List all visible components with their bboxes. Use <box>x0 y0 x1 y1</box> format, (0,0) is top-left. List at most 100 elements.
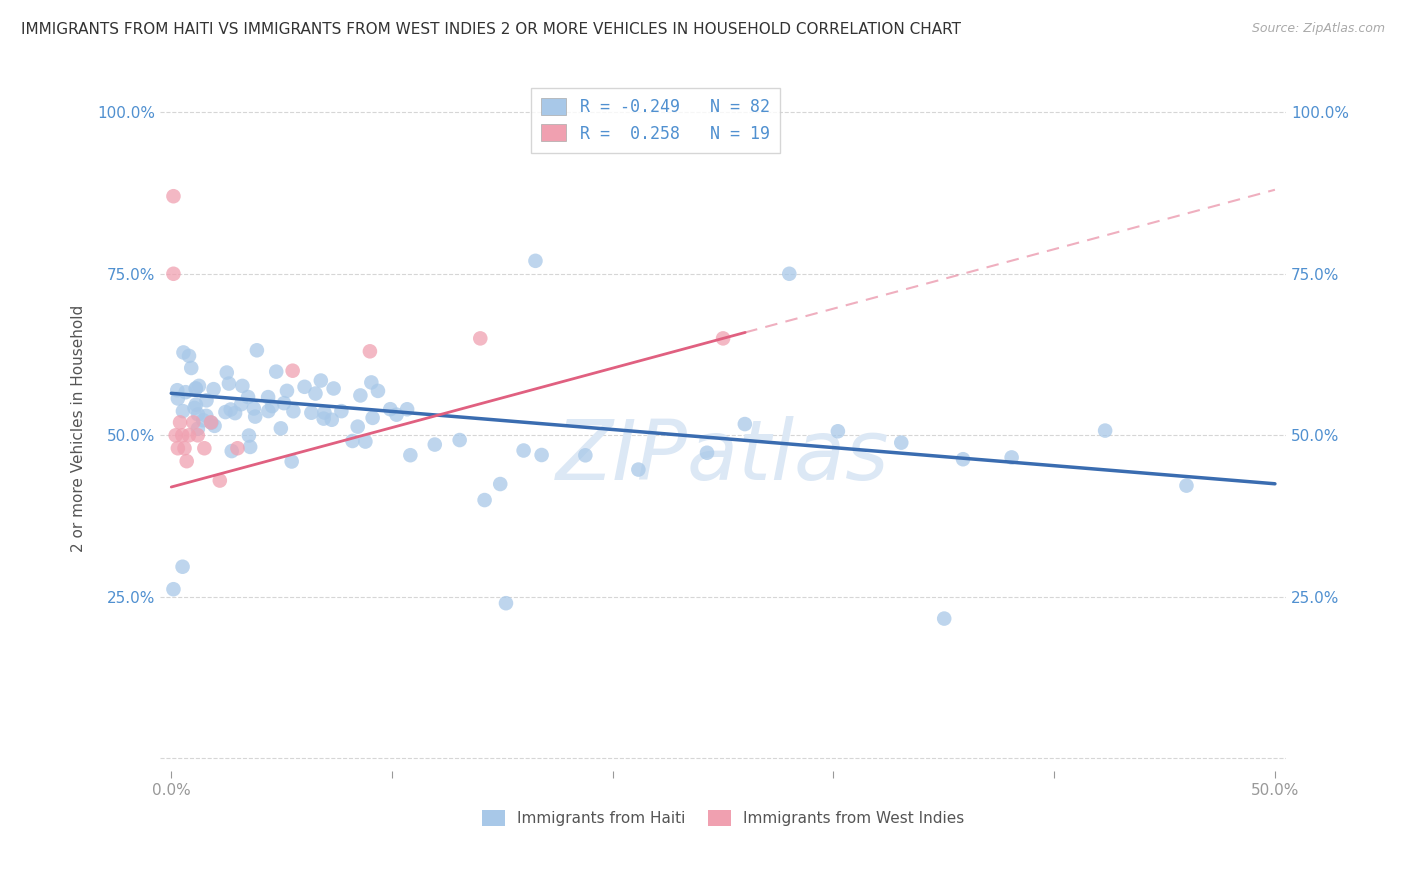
Point <box>934 611 956 625</box>
Point <box>283 404 305 418</box>
Point <box>354 434 377 449</box>
Point <box>202 382 225 396</box>
Point <box>214 405 236 419</box>
Point <box>246 343 269 358</box>
Point <box>396 402 419 417</box>
Point <box>181 416 204 430</box>
Point <box>330 404 353 418</box>
Point <box>162 582 184 597</box>
Point <box>167 442 190 456</box>
Point <box>276 384 298 398</box>
Point <box>495 596 517 610</box>
Point <box>172 428 194 442</box>
Point <box>711 331 734 345</box>
Point <box>385 408 408 422</box>
Point <box>187 428 209 442</box>
Point <box>219 402 242 417</box>
Point <box>215 366 238 380</box>
Point <box>734 417 756 431</box>
Point <box>1175 478 1198 492</box>
Point <box>361 410 384 425</box>
Point <box>449 433 471 447</box>
Text: Source: ZipAtlas.com: Source: ZipAtlas.com <box>1251 22 1385 36</box>
Point <box>180 361 202 376</box>
Point <box>367 384 389 398</box>
Point <box>423 437 446 451</box>
Point <box>273 396 295 410</box>
Point <box>200 416 222 430</box>
Point <box>312 411 335 425</box>
Point <box>304 386 326 401</box>
Point <box>183 401 205 415</box>
Point <box>200 416 222 430</box>
Point <box>172 559 194 574</box>
Legend: Immigrants from Haiti, Immigrants from West Indies: Immigrants from Haiti, Immigrants from W… <box>475 804 970 832</box>
Point <box>174 385 197 400</box>
Point <box>172 345 194 359</box>
Point <box>342 434 364 448</box>
Point <box>1094 424 1116 438</box>
Point <box>169 416 191 430</box>
Point <box>218 376 240 391</box>
Point <box>309 374 332 388</box>
Point <box>236 390 259 404</box>
Point <box>321 413 343 427</box>
Point <box>177 428 200 442</box>
Point <box>696 446 718 460</box>
Point <box>470 331 492 345</box>
Point <box>1001 450 1024 465</box>
Point <box>184 381 207 395</box>
Point <box>184 398 207 412</box>
Point <box>187 408 209 422</box>
Point <box>360 376 382 390</box>
Point <box>530 448 553 462</box>
Point <box>264 365 287 379</box>
Text: ZIPatlas: ZIPatlas <box>557 416 890 497</box>
Point <box>574 448 596 462</box>
Point <box>827 424 849 438</box>
Point <box>399 448 422 462</box>
Point <box>176 454 198 468</box>
Point <box>165 428 187 442</box>
Point <box>188 379 211 393</box>
Point <box>349 388 371 402</box>
Point <box>239 440 262 454</box>
Point <box>257 390 280 404</box>
Point <box>380 402 402 417</box>
Point <box>262 399 284 413</box>
Point <box>231 379 253 393</box>
Point <box>195 409 218 423</box>
Text: IMMIGRANTS FROM HAITI VS IMMIGRANTS FROM WEST INDIES 2 OR MORE VEHICLES IN HOUSE: IMMIGRANTS FROM HAITI VS IMMIGRANTS FROM… <box>21 22 962 37</box>
Point <box>474 493 496 508</box>
Point <box>162 189 184 203</box>
Point <box>778 267 800 281</box>
Point <box>184 382 207 396</box>
Point <box>193 413 215 427</box>
Point <box>193 442 215 456</box>
Point <box>208 474 231 488</box>
Point <box>524 253 547 268</box>
Point <box>314 405 336 419</box>
Point <box>231 397 253 411</box>
Point <box>243 401 266 416</box>
Point <box>257 404 280 418</box>
Point <box>512 443 534 458</box>
Point <box>224 406 246 420</box>
Point <box>294 380 316 394</box>
Point <box>627 462 650 476</box>
Point <box>226 442 249 456</box>
Point <box>177 349 200 363</box>
Point <box>173 442 195 456</box>
Y-axis label: 2 or more Vehicles in Household: 2 or more Vehicles in Household <box>72 305 86 552</box>
Point <box>359 344 381 359</box>
Point <box>281 364 304 378</box>
Point <box>890 435 912 450</box>
Point <box>221 444 243 458</box>
Point <box>187 422 209 436</box>
Point <box>162 267 184 281</box>
Point <box>270 421 292 435</box>
Point <box>172 404 194 418</box>
Point <box>299 406 322 420</box>
Point <box>204 418 226 433</box>
Point <box>489 477 512 491</box>
